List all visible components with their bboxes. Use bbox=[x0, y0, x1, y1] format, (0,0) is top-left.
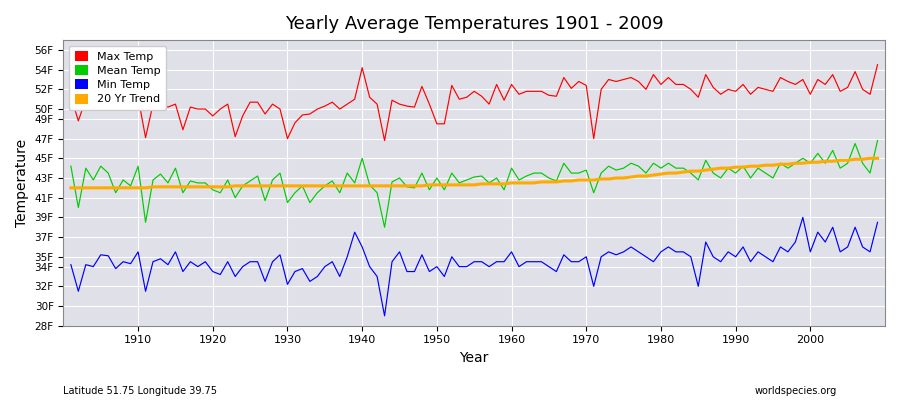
Legend: Max Temp, Mean Temp, Min Temp, 20 Yr Trend: Max Temp, Mean Temp, Min Temp, 20 Yr Tre… bbox=[69, 46, 166, 110]
Text: worldspecies.org: worldspecies.org bbox=[755, 386, 837, 396]
X-axis label: Year: Year bbox=[460, 351, 489, 365]
Text: Latitude 51.75 Longitude 39.75: Latitude 51.75 Longitude 39.75 bbox=[63, 386, 217, 396]
Title: Yearly Average Temperatures 1901 - 2009: Yearly Average Temperatures 1901 - 2009 bbox=[285, 15, 663, 33]
Y-axis label: Temperature: Temperature bbox=[15, 139, 29, 227]
